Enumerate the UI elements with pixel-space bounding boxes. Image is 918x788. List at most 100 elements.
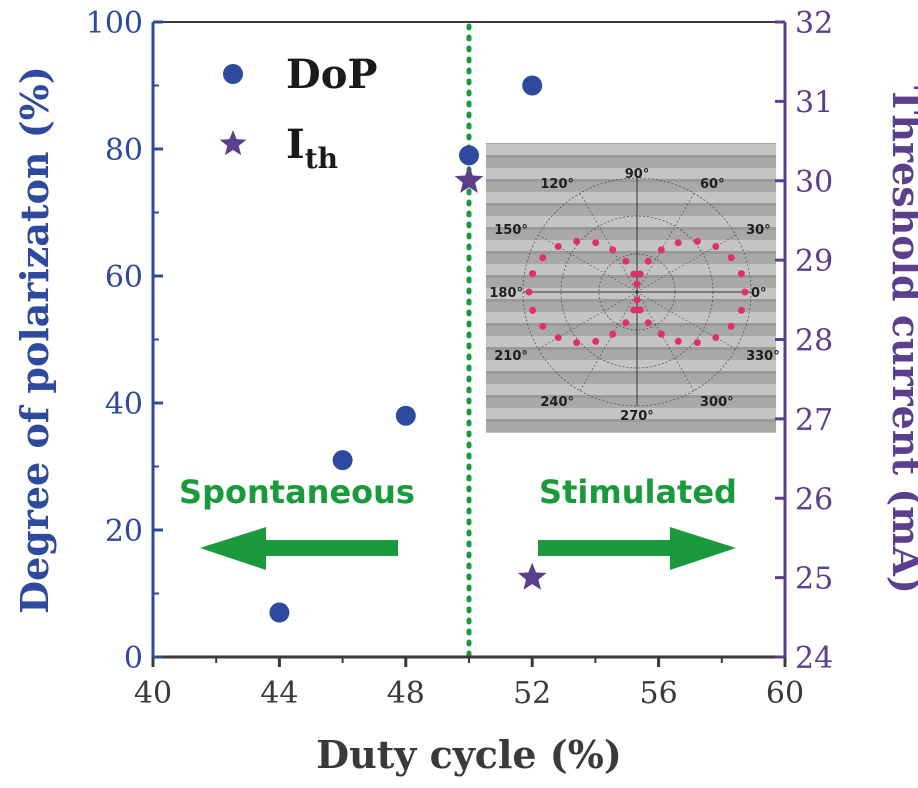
polar-point xyxy=(573,339,581,347)
polar-point xyxy=(622,257,630,265)
polar-point xyxy=(674,239,682,247)
polar-point xyxy=(630,270,638,278)
polar-angle-label: 270° xyxy=(620,409,654,424)
polar-angle-label: 210° xyxy=(494,349,528,364)
dop-series xyxy=(269,75,543,623)
polar-point xyxy=(630,306,638,314)
y-left-tick-label: 40 xyxy=(105,387,143,422)
y-left-tick-label: 0 xyxy=(124,641,143,676)
polar-point xyxy=(674,337,682,345)
polar-angle-label: 300° xyxy=(700,395,734,410)
y-right-tick-label: 29 xyxy=(795,244,833,279)
y-right-tick-label: 26 xyxy=(795,482,833,517)
polar-point xyxy=(554,334,562,341)
polar-point xyxy=(737,306,745,314)
y-left-axis-title: Degree of polarizaton (%) xyxy=(12,66,57,614)
polar-point xyxy=(609,246,617,254)
legend-ith-marker xyxy=(219,130,247,156)
polar-point xyxy=(644,319,652,327)
polar-angle-label: 330° xyxy=(746,349,780,364)
x-tick-label: 44 xyxy=(260,676,298,711)
polar-angle-label: 180° xyxy=(489,286,523,301)
polar-point xyxy=(741,288,749,296)
polar-point xyxy=(657,246,665,254)
legend-ith-label: Ith xyxy=(286,121,338,175)
ith-point xyxy=(454,165,484,193)
stimulated-annotation: Stimulated xyxy=(538,473,737,570)
y-right-tick-label: 24 xyxy=(795,641,833,676)
y-right-tick-label: 31 xyxy=(795,85,833,120)
x-axis-title: Duty cycle (%) xyxy=(316,732,622,777)
x-tick-label: 60 xyxy=(766,676,804,711)
legend-dop-marker xyxy=(223,64,243,84)
dop-point xyxy=(332,450,353,471)
y-left-tick-label: 20 xyxy=(105,514,143,549)
polar-spoke xyxy=(636,291,736,350)
legend: DoP Ith xyxy=(219,51,377,175)
polar-angle-label: 120° xyxy=(540,177,574,192)
polar-point xyxy=(693,339,701,347)
polar-point xyxy=(644,257,652,265)
polar-spoke xyxy=(636,291,695,391)
polar-angle-label: 30° xyxy=(746,223,771,238)
polar-point xyxy=(693,237,701,245)
polar-point xyxy=(657,330,665,338)
right-arrow-icon xyxy=(538,527,736,570)
polar-point xyxy=(633,296,641,304)
x-tick-label: 56 xyxy=(640,676,678,711)
legend-dop-label: DoP xyxy=(286,51,377,98)
y-left-tick-label: 80 xyxy=(105,133,143,168)
dop-point xyxy=(395,405,416,426)
polar-point xyxy=(636,270,644,278)
y-left-ticks: 0 20 40 60 80 100 xyxy=(86,6,163,676)
y-right-ticks: 24 25 26 27 28 29 30 31 32 xyxy=(775,6,833,676)
polar-angle-label: 240° xyxy=(540,395,574,410)
polar-point xyxy=(636,306,644,314)
polar-point xyxy=(712,243,720,250)
polar-point xyxy=(592,239,600,247)
y-left-tick-label: 100 xyxy=(86,6,143,41)
legend-ith-main: I xyxy=(286,121,305,168)
polar-point xyxy=(525,288,533,296)
spontaneous-annotation: Spontaneous xyxy=(179,473,415,570)
inset-angle-labels: 0° 30° 60° 90° 120° 150° 180° 210° 240° 270° 300° 3… xyxy=(489,167,779,424)
polar-point xyxy=(633,280,641,288)
polar-spoke xyxy=(636,234,736,293)
y-right-tick-label: 30 xyxy=(795,165,833,200)
polar-point xyxy=(737,270,745,278)
y-right-tick-label: 28 xyxy=(795,324,833,359)
y-right-tick-label: 25 xyxy=(795,562,833,597)
polar-spoke xyxy=(538,291,638,350)
ith-series xyxy=(454,165,547,590)
polar-point xyxy=(539,254,547,262)
y-right-tick-label: 27 xyxy=(795,403,833,438)
legend-ith-subscript: th xyxy=(305,142,338,175)
polar-spoke xyxy=(538,234,638,293)
left-arrow-icon xyxy=(200,527,398,570)
inset-background xyxy=(486,143,776,433)
polar-point xyxy=(573,237,581,245)
polar-point xyxy=(609,330,617,338)
y-left-tick-label: 60 xyxy=(105,260,143,295)
x-tick-label: 48 xyxy=(387,676,425,711)
x-tick-label: 52 xyxy=(513,676,551,711)
spontaneous-label: Spontaneous xyxy=(179,473,415,511)
polar-spoke xyxy=(579,193,638,293)
polar-point xyxy=(622,319,630,327)
polar-point xyxy=(539,322,547,330)
polar-point xyxy=(727,254,735,262)
x-ticks: 40 44 48 52 56 60 xyxy=(134,657,804,711)
y-right-axis-title: Threshold current (mA) xyxy=(884,86,918,594)
polar-angle-label: 90° xyxy=(625,167,650,182)
polar-point xyxy=(529,306,537,314)
polar-inset: 0° 30° 60° 90° 120° 150° 180° 210° 240° 270° 300° 3… xyxy=(486,143,780,433)
inset-polar-grid xyxy=(522,177,752,407)
polar-angle-label: 60° xyxy=(700,177,725,192)
inset-polar-points xyxy=(525,237,749,347)
polar-point xyxy=(712,334,720,341)
polar-point xyxy=(727,322,735,330)
polar-point xyxy=(529,270,537,278)
polar-angle-label: 0° xyxy=(751,286,767,301)
